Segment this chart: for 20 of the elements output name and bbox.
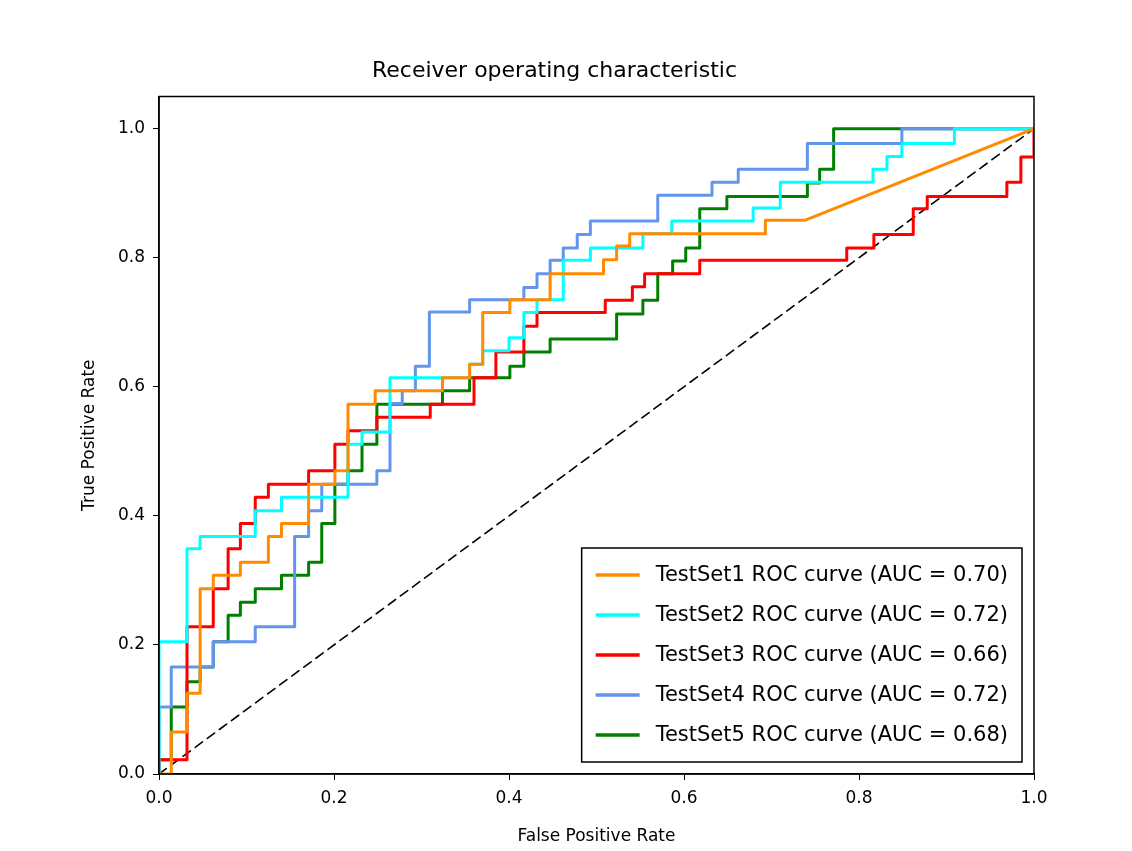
legend-label: TestSet2 ROC curve (AUC = 0.72) <box>654 602 1009 627</box>
y-tick-label: 0.4 <box>117 504 145 525</box>
y-tick-label: 0.8 <box>117 246 145 267</box>
y-axis-title: True Positive Rate <box>77 359 98 512</box>
legend-label: TestSet5 ROC curve (AUC = 0.68) <box>654 722 1009 747</box>
y-tick-label: 0.6 <box>117 375 145 396</box>
x-tick-label: 1.0 <box>1020 786 1048 807</box>
x-axis-title: False Positive Rate <box>517 825 676 846</box>
y-tick-label: 0.2 <box>117 633 145 654</box>
x-tick-label: 0.6 <box>670 786 698 807</box>
legend-label: TestSet1 ROC curve (AUC = 0.70) <box>654 562 1009 587</box>
y-tick-label: 1.0 <box>117 117 145 138</box>
x-tick-label: 0.4 <box>495 786 523 807</box>
y-tick-label: 0.0 <box>117 762 145 783</box>
x-tick-label: 0.2 <box>320 786 348 807</box>
x-tick-label: 0.8 <box>845 786 873 807</box>
legend-label: TestSet4 ROC curve (AUC = 0.72) <box>654 682 1009 707</box>
legend-label: TestSet3 ROC curve (AUC = 0.66) <box>654 642 1009 667</box>
x-tick-label: 0.0 <box>145 786 173 807</box>
chart-title: Receiver operating characteristic <box>371 56 738 82</box>
